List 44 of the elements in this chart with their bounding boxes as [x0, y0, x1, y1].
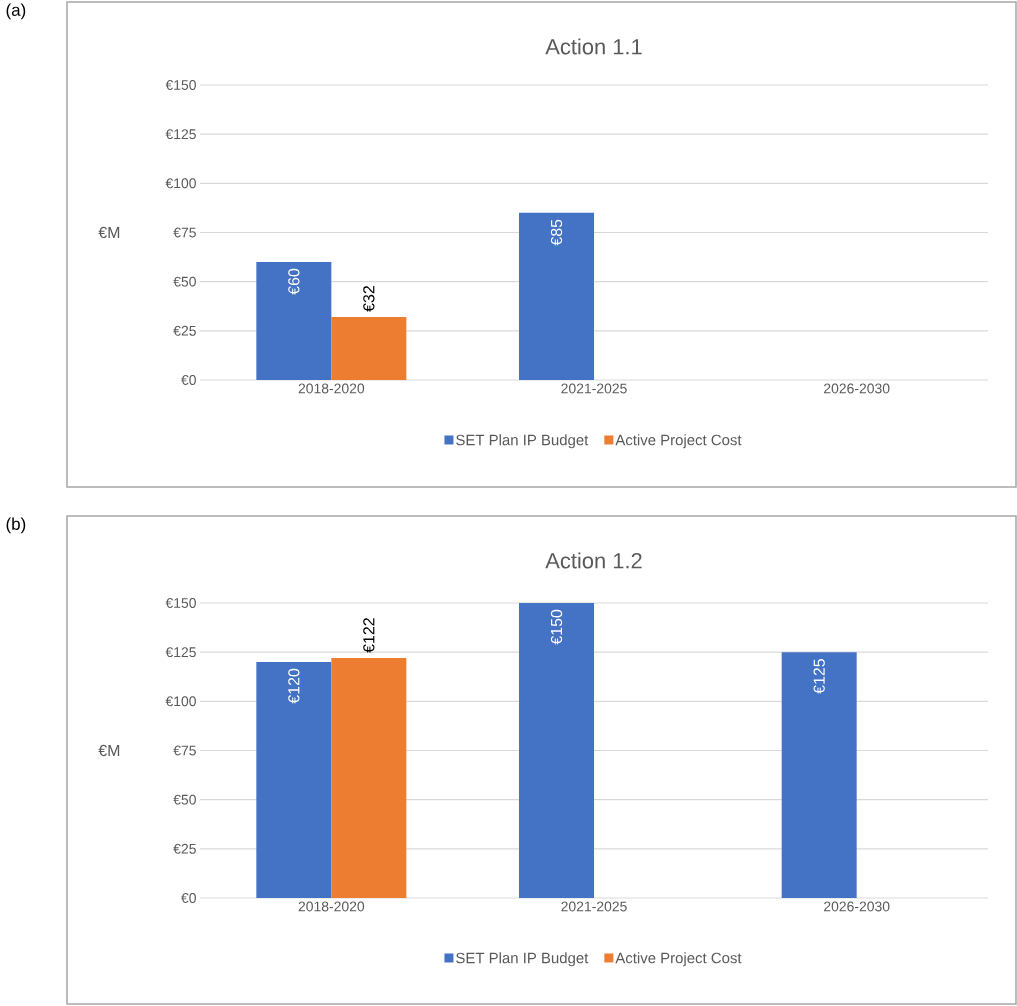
bar [519, 602, 595, 898]
bar [519, 212, 595, 380]
legend-label: Active Project Cost [615, 434, 742, 449]
data-label: €150 [550, 609, 563, 645]
chart-title: Action 1.2 [545, 552, 642, 569]
y-tick-label: €0 [181, 893, 196, 903]
x-tick-label: 2021-2025 [561, 383, 627, 394]
legend-label: SET Plan IP Budget [456, 952, 589, 967]
data-label: €125 [813, 659, 825, 694]
data-label: €60 [288, 268, 300, 295]
x-tick-label: 2018-2020 [298, 383, 365, 394]
bar [781, 652, 857, 898]
x-tick-label: 2026-2030 [824, 901, 890, 912]
y-tick-label: €100 [165, 178, 196, 189]
x-tick-label: 2018-2020 [298, 901, 365, 912]
data-label: €122 [363, 618, 375, 653]
y-tick-label: €75 [173, 227, 196, 238]
bar [256, 661, 332, 898]
y-tick-label: €100 [165, 696, 196, 707]
legend-label: SET Plan IP Budget [456, 434, 589, 449]
y-tick-label: €25 [173, 325, 196, 336]
x-tick-label: 2026-2030 [824, 383, 890, 394]
y-tick-label: €150 [165, 80, 196, 90]
y-tick-label: €50 [173, 276, 196, 287]
bar [256, 261, 332, 380]
chart-title: Action 1.1 [545, 38, 642, 55]
x-tick-label: 2021-2025 [561, 901, 627, 912]
text: (a) [6, 3, 26, 20]
text: (b) [6, 517, 26, 534]
data-label: €32 [363, 286, 375, 312]
data-label: €85 [550, 219, 563, 246]
legend-label: Active Project Cost [615, 952, 742, 967]
bar [331, 317, 407, 380]
y-tick-label: €125 [165, 129, 196, 140]
y-axis-title: €M [98, 226, 120, 239]
y-tick-label: €25 [173, 843, 196, 854]
bar [331, 658, 407, 898]
y-tick-label: €50 [173, 794, 196, 805]
y-tick-label: €0 [181, 375, 196, 385]
y-tick-label: €125 [165, 647, 196, 658]
y-tick-label: €150 [165, 598, 196, 608]
y-axis-title: €M [98, 744, 120, 757]
data-label: €120 [288, 668, 300, 704]
y-tick-label: €75 [173, 745, 196, 756]
